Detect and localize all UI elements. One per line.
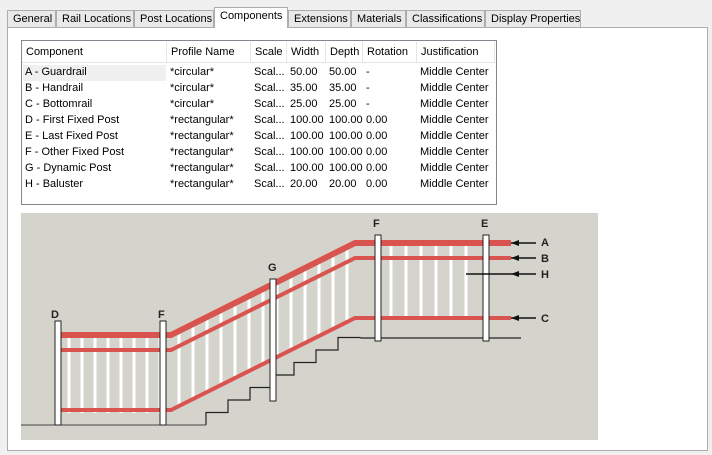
- table-cell[interactable]: Middle Center: [420, 162, 489, 174]
- table-cell[interactable]: Scal...: [254, 162, 285, 174]
- diagram-label-d: D: [51, 309, 59, 321]
- table-cell[interactable]: B - Handrail: [25, 82, 84, 94]
- table-cell[interactable]: Scal...: [254, 82, 285, 94]
- table-cell[interactable]: -: [366, 98, 370, 110]
- table-cell[interactable]: -: [366, 82, 370, 94]
- table-cell[interactable]: 100.00: [290, 130, 324, 142]
- table-cell[interactable]: 0.00: [366, 130, 388, 142]
- tab-classifications[interactable]: Classifications: [406, 10, 485, 28]
- guardrail: [55, 240, 511, 338]
- column-header-depth[interactable]: Depth: [326, 42, 363, 63]
- column-header-justification[interactable]: Justification: [417, 42, 495, 63]
- table-cell[interactable]: Middle Center: [420, 98, 489, 110]
- table-cell[interactable]: *circular*: [170, 66, 215, 78]
- table-cell[interactable]: 50.00: [329, 66, 357, 78]
- table-cell[interactable]: Middle Center: [420, 178, 489, 190]
- table-cell[interactable]: Scal...: [254, 98, 285, 110]
- diagram-label-b: B: [541, 253, 549, 265]
- table-cell[interactable]: 50.00: [290, 66, 318, 78]
- table-cell[interactable]: -: [366, 66, 370, 78]
- table-cell[interactable]: *rectangular*: [170, 178, 234, 190]
- table-cell[interactable]: C - Bottomrail: [25, 98, 93, 110]
- table-cell[interactable]: Middle Center: [420, 66, 489, 78]
- table-cell[interactable]: E - Last Fixed Post: [25, 130, 118, 142]
- table-cell[interactable]: *rectangular*: [170, 162, 234, 174]
- column-header-scale[interactable]: Scale: [251, 42, 287, 63]
- table-cell[interactable]: *rectangular*: [170, 130, 234, 142]
- table-cell[interactable]: Middle Center: [420, 114, 489, 126]
- table-cell[interactable]: G - Dynamic Post: [25, 162, 112, 174]
- handrail: [55, 256, 511, 352]
- arrowhead: [511, 315, 519, 321]
- tab-post-locations[interactable]: Post Locations: [134, 10, 214, 28]
- table-cell[interactable]: Scal...: [254, 146, 285, 158]
- components-table: Component Profile Name Scale Width Depth Rota…: [21, 40, 497, 205]
- table-cell[interactable]: 20.00: [290, 178, 318, 190]
- table-cell[interactable]: D - First Fixed Post: [25, 114, 120, 126]
- table-cell[interactable]: 25.00: [329, 98, 357, 110]
- table-cell[interactable]: *rectangular*: [170, 146, 234, 158]
- table-cell[interactable]: 100.00: [329, 146, 363, 158]
- tab-components[interactable]: Components: [214, 7, 288, 28]
- table-cell[interactable]: A - Guardrail: [25, 66, 87, 78]
- table-cell[interactable]: H - Baluster: [25, 178, 84, 190]
- table-cell[interactable]: *rectangular*: [170, 114, 234, 126]
- table-cell[interactable]: F - Other Fixed Post: [25, 146, 125, 158]
- bottomrail: [55, 316, 511, 412]
- diagram-label-a: A: [541, 237, 549, 249]
- stairs: [205, 336, 521, 425]
- tab-rail-locations[interactable]: Rail Locations: [56, 10, 134, 28]
- post: [269, 278, 277, 402]
- table-cell[interactable]: 100.00: [290, 114, 324, 126]
- tab-extensions[interactable]: Extensions: [288, 10, 351, 28]
- table-cell[interactable]: 0.00: [366, 162, 388, 174]
- post: [374, 234, 382, 342]
- column-header-component[interactable]: Component: [22, 42, 167, 63]
- table-cell[interactable]: 0.00: [366, 146, 388, 158]
- table-cell[interactable]: 100.00: [290, 162, 324, 174]
- table-cell[interactable]: Scal...: [254, 178, 285, 190]
- table-cell[interactable]: Scal...: [254, 66, 285, 78]
- diagram-background: [21, 213, 598, 440]
- table-cell[interactable]: 0.00: [366, 178, 388, 190]
- table-cell[interactable]: Scal...: [254, 130, 285, 142]
- table-cell[interactable]: 100.00: [329, 162, 363, 174]
- table-cell[interactable]: 35.00: [290, 82, 318, 94]
- table-cell[interactable]: 100.00: [329, 130, 363, 142]
- diagram-label-h: H: [541, 269, 549, 281]
- diagram-label-e: E: [481, 218, 488, 230]
- diagram-label-f: F: [158, 309, 165, 321]
- tab-display-properties[interactable]: Display Properties: [485, 10, 581, 28]
- arrowhead: [511, 255, 519, 261]
- column-header-rotation[interactable]: Rotation: [363, 42, 417, 63]
- table-cell[interactable]: Middle Center: [420, 146, 489, 158]
- table-cell[interactable]: 20.00: [329, 178, 357, 190]
- post: [159, 320, 167, 426]
- post: [482, 234, 490, 342]
- table-cell[interactable]: 25.00: [290, 98, 318, 110]
- table-cell[interactable]: Middle Center: [420, 130, 489, 142]
- table-cell[interactable]: *circular*: [170, 98, 215, 110]
- table-cell[interactable]: Scal...: [254, 114, 285, 126]
- table-cell[interactable]: Middle Center: [420, 82, 489, 94]
- table-cell[interactable]: 35.00: [329, 82, 357, 94]
- table-cell[interactable]: 100.00: [290, 146, 324, 158]
- tab-general[interactable]: General: [7, 10, 56, 28]
- diagram-label-f: F: [373, 218, 380, 230]
- selected-row-highlight: [23, 65, 166, 81]
- table-cell[interactable]: *circular*: [170, 82, 215, 94]
- table-cell[interactable]: 100.00: [329, 114, 363, 126]
- column-header-width[interactable]: Width: [287, 42, 326, 63]
- column-header-profile-name[interactable]: Profile Name: [167, 42, 251, 63]
- diagram-label-c: C: [541, 313, 549, 325]
- table-cell[interactable]: 0.00: [366, 114, 388, 126]
- arrowhead: [511, 271, 519, 277]
- railing-diagram: ABH C D F G F E: [21, 213, 598, 440]
- diagram-label-g: G: [268, 262, 277, 274]
- tab-materials[interactable]: Materials: [351, 10, 406, 28]
- post: [54, 320, 62, 426]
- arrowhead: [511, 240, 519, 246]
